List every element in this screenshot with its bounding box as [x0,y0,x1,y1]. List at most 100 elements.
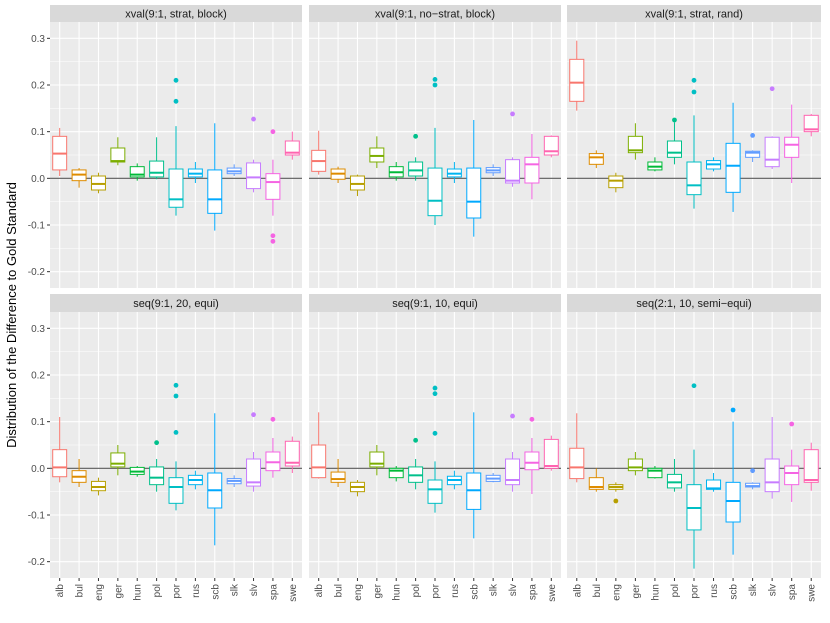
box-body [246,162,262,190]
x-tick-label: rus [450,584,461,598]
x-tick-label: ger [372,583,383,598]
panel-strip-title: xval(9:1, strat, block) [125,9,226,21]
box-slk [485,473,501,483]
outlier-point [173,382,179,388]
panel-3: xval(9:1, strat, rand) [567,5,821,288]
outlier-point [510,413,515,419]
x-tick-label: por [431,583,442,598]
outlier-point [510,111,515,117]
box-slk [226,164,242,176]
x-tick-label: scb [210,584,221,600]
box-pol [666,459,682,492]
box-body [647,467,663,479]
x-tick-label: spa [787,584,798,601]
y-tick-label: -0.1 [28,221,46,232]
x-tick-label: scb [729,584,740,600]
box-pol [149,137,165,180]
box-slv [246,116,262,193]
x-tick-label: alb [55,584,66,598]
box-eng [349,480,365,497]
box-hun [129,163,145,181]
x-tick-label: hun [650,584,661,601]
box-slk [485,164,501,176]
x-tick-label: swe [807,584,818,602]
box-rus [446,470,462,490]
box-body [725,481,741,523]
x-tick-label: hun [133,584,144,601]
outlier-point [173,98,179,104]
box-body [330,471,346,483]
box-spa [784,104,800,183]
panel-strip-title: seq(9:1, 20, equi) [133,298,219,310]
panel-strip-title: seq(2:1, 10, semi−equi) [636,298,751,310]
outlier-point [251,412,256,418]
outlier-point [251,116,256,122]
x-tick-label: bul [592,584,603,597]
outlier-point [432,391,438,397]
box-spa [524,134,540,200]
x-tick-label: eng [611,584,622,601]
box-body [569,447,585,480]
box-body [311,444,327,479]
box-eng [608,482,624,504]
x-tick-label: slk [230,583,241,596]
box-pol [666,117,682,165]
box-body [129,166,145,178]
box-slk [745,133,761,162]
box-body [524,156,540,184]
box-alb [569,40,585,111]
outlier-point [613,498,619,504]
box-rus [706,157,722,172]
panel-strip [309,294,561,312]
box-body [466,167,482,219]
box-hun [388,466,404,482]
outlier-point [432,82,438,88]
outlier-point [432,77,438,82]
box-body [725,142,741,193]
outlier-point [691,77,697,83]
box-rus [187,162,203,183]
box-por [686,77,702,209]
outlier-point [270,129,276,135]
box-bul [71,459,87,487]
outlier-point [691,383,697,389]
box-ger [110,445,126,476]
box-por [427,77,443,225]
box-body [666,473,682,489]
outlier-point [413,437,419,443]
box-body [764,136,780,168]
outlier-point [432,385,438,391]
box-scb [466,412,482,539]
box-body [207,169,223,214]
box-body [388,467,404,479]
box-swe [803,442,819,491]
x-tick-label: ger [631,583,642,598]
outlier-point [270,416,276,422]
box-spa [784,421,800,502]
y-tick-label: 0.1 [31,417,45,428]
box-slv [505,111,521,187]
box-body [569,58,585,102]
box-body [764,458,780,493]
y-tick-label: -0.1 [28,511,46,522]
outlier-point [173,77,179,83]
box-body [369,451,385,468]
box-hun [647,157,663,172]
x-tick-label: hun [392,584,403,601]
box-body [588,153,604,165]
x-tick-label: swe [288,584,299,602]
box-pol [408,133,424,181]
box-alb [52,127,68,176]
box-slv [246,412,262,492]
outlier-point [270,233,276,239]
box-slk [745,468,761,490]
x-tick-label: rus [191,584,202,598]
box-spa [524,416,540,494]
box-body [284,440,300,467]
box-swe [284,436,300,473]
box-por [168,77,184,216]
y-tick-label: 0.1 [31,127,45,138]
x-tick-label: rus [709,584,720,598]
box-body [803,449,819,483]
panel-strip-title: xval(9:1, no−strat, block) [375,9,495,21]
